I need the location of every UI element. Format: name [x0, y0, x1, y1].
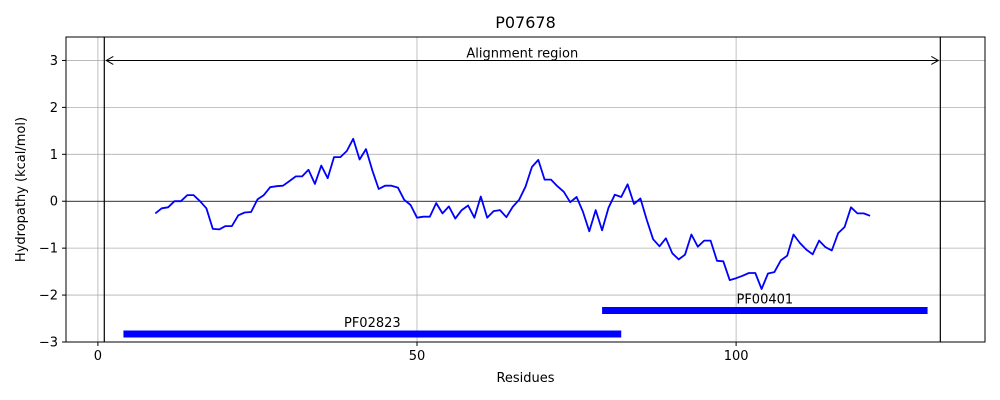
- axis-ticks: 0 50 100 −3 −2 −1 0 1 2 3: [39, 54, 749, 364]
- y-tick-label: 0: [50, 195, 58, 210]
- y-tick-label: 2: [50, 101, 58, 116]
- y-tick-label: 1: [50, 148, 58, 163]
- domain-bars: PF02823 PF00401: [123, 293, 928, 338]
- hydropathy-line: [154, 137, 871, 290]
- annotations: Alignment region: [105, 46, 940, 65]
- series-lines: [154, 137, 871, 290]
- y-tick-label: −2: [39, 289, 58, 304]
- domain-label: PF02823: [344, 316, 401, 331]
- x-tick-label: 50: [409, 349, 426, 364]
- chart-title: P07678: [495, 13, 556, 32]
- grid-lines: [66, 37, 985, 343]
- y-tick-label: 3: [50, 54, 58, 69]
- x-tick-label: 0: [94, 349, 102, 364]
- reference-lines: [66, 37, 985, 342]
- arrow-head-left: [105, 56, 114, 65]
- x-axis-title: Residues: [496, 371, 554, 386]
- y-axis-title: Hydropathy (kcal/mol): [14, 117, 29, 262]
- y-tick-label: −1: [39, 242, 58, 257]
- y-tick-label: −3: [39, 336, 58, 351]
- alignment-label: Alignment region: [466, 46, 578, 61]
- plot-frame: [65, 36, 986, 343]
- x-tick-label: 100: [724, 349, 749, 364]
- arrow-head-right: [931, 56, 940, 65]
- domain-label: PF00401: [736, 293, 793, 308]
